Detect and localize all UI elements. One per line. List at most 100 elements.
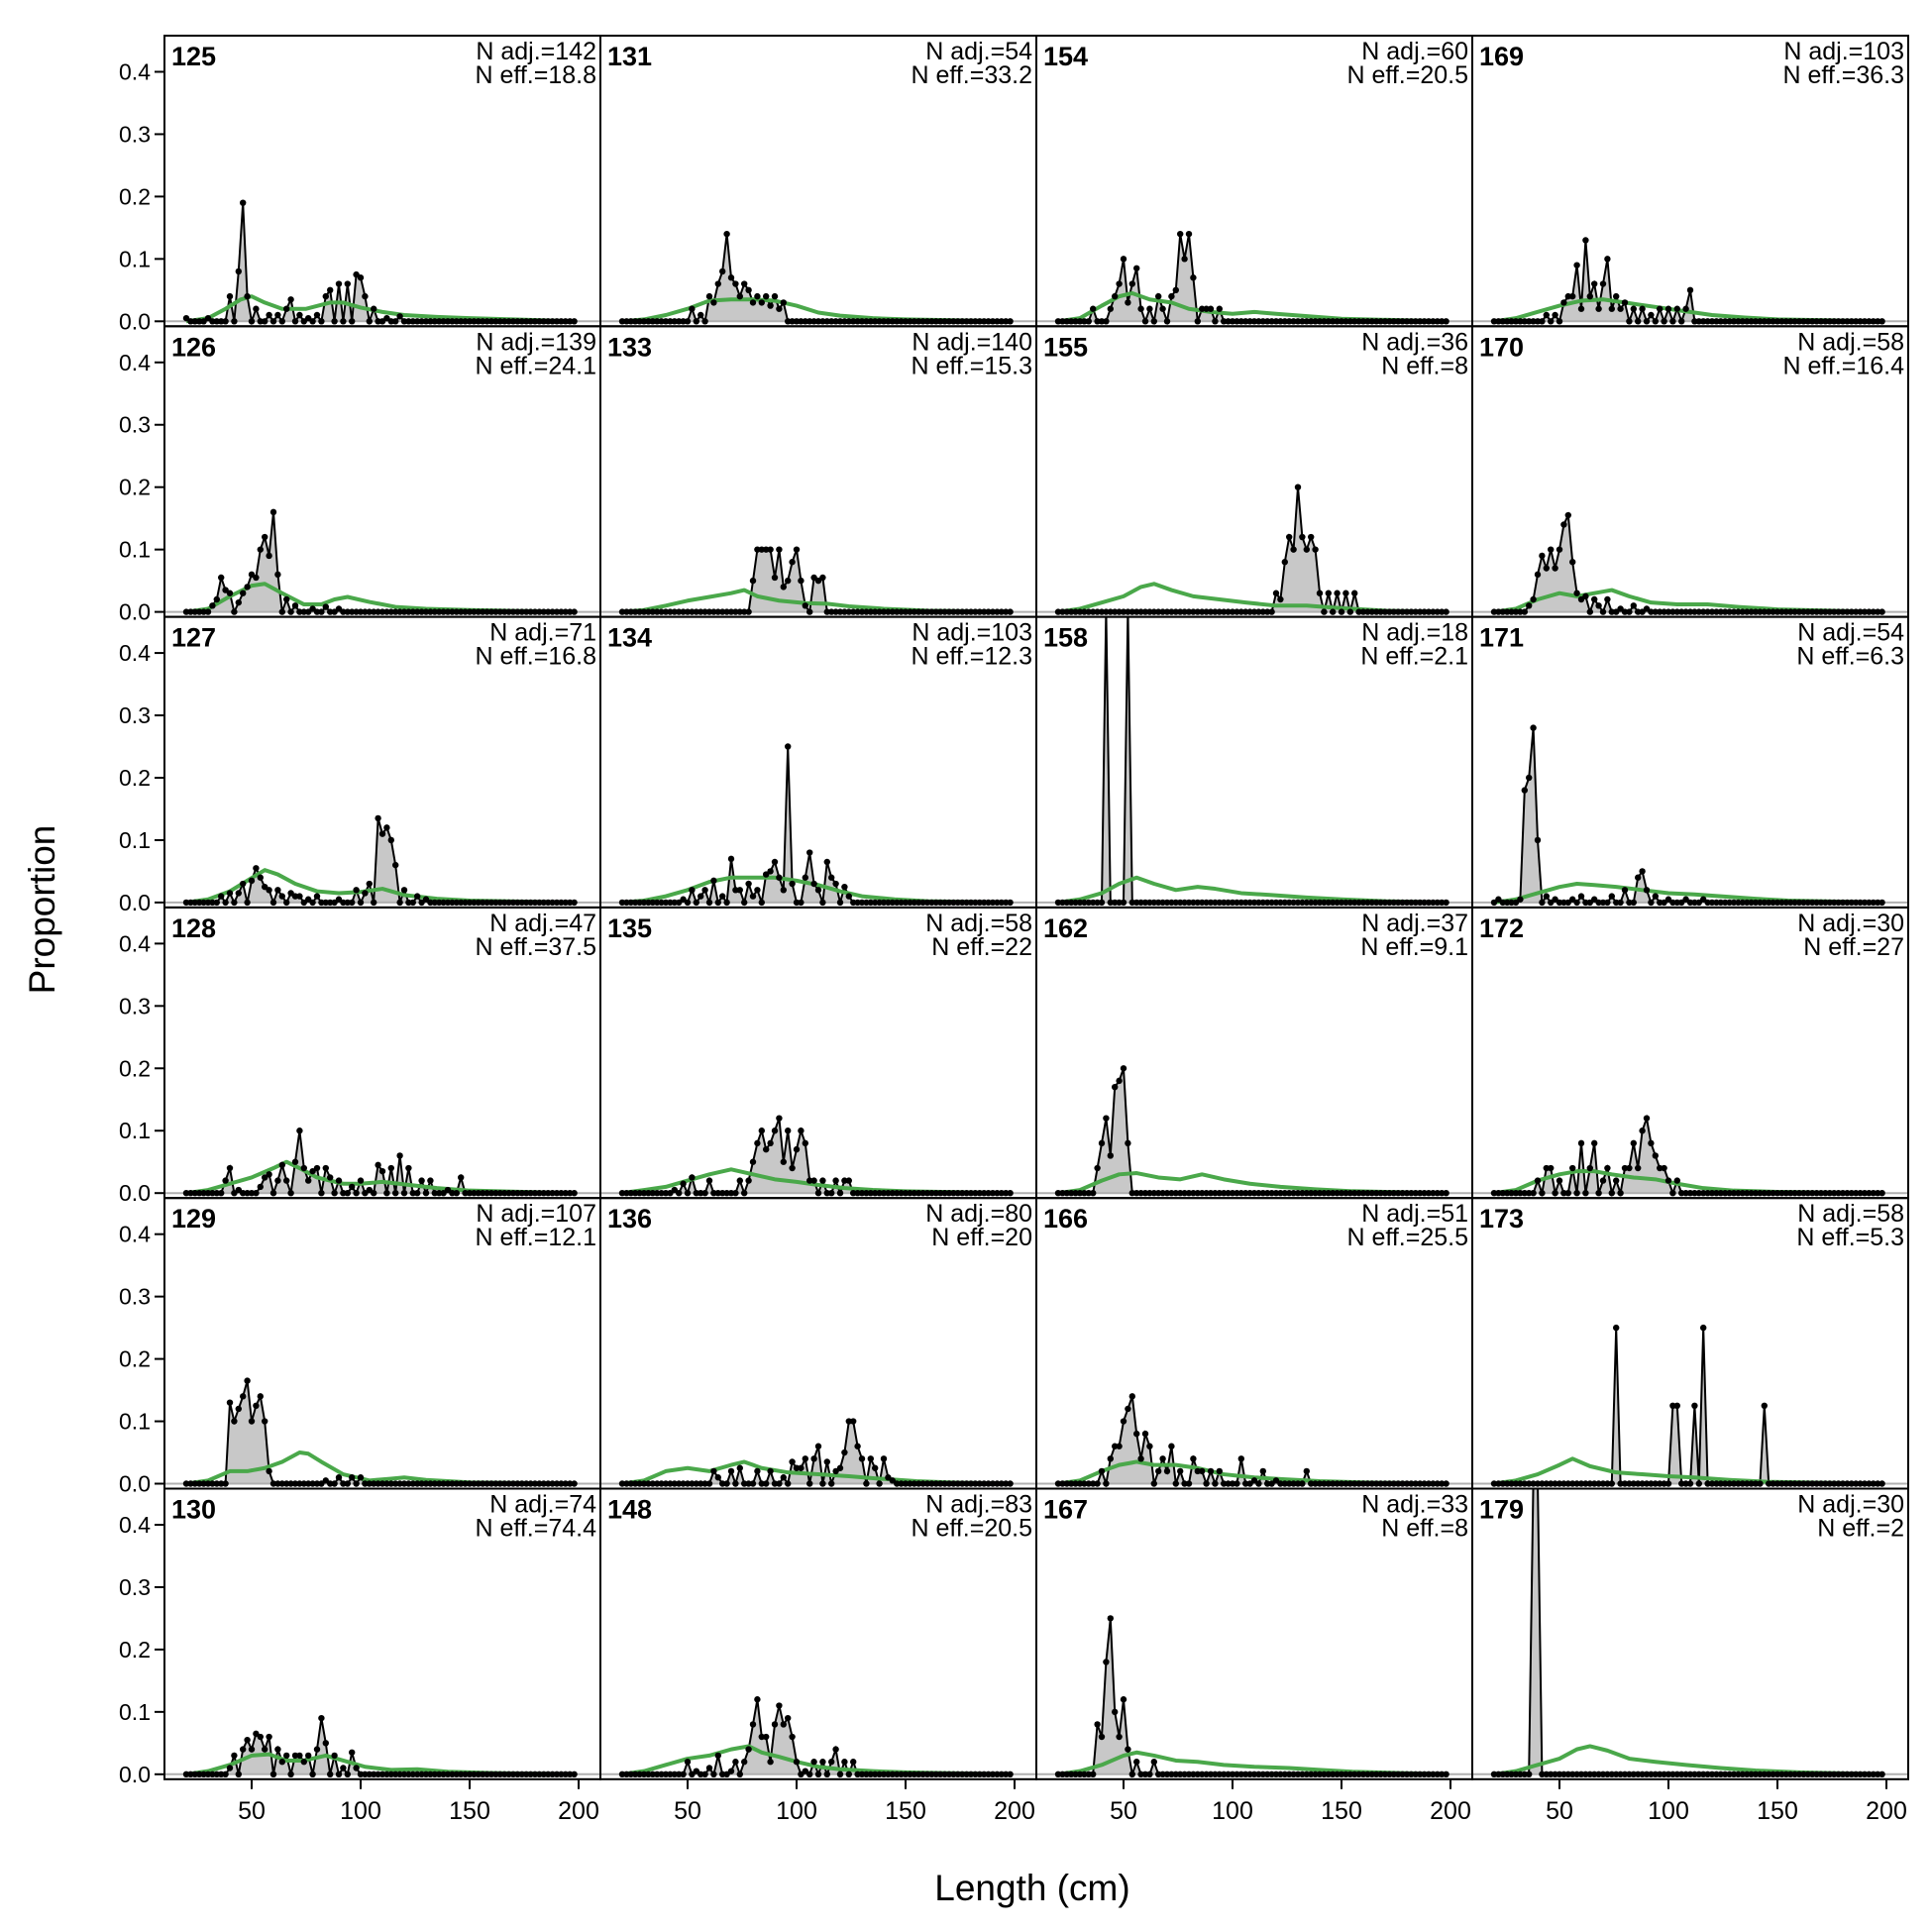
observed-point <box>1564 1771 1572 1778</box>
observed-point <box>1090 899 1097 907</box>
observed-point <box>1342 318 1349 325</box>
observed-point <box>863 1190 870 1197</box>
observed-point <box>496 899 503 907</box>
observed-point <box>1813 899 1820 907</box>
observed-point <box>313 893 321 900</box>
observed-point <box>1395 899 1402 907</box>
observed-point <box>1395 318 1402 325</box>
expected-line <box>185 1450 575 1486</box>
observed-point <box>1286 1771 1293 1778</box>
observed-point <box>710 1467 717 1475</box>
observed-point <box>496 1480 503 1487</box>
panel-id-label: 167 <box>1043 1495 1088 1525</box>
observed-point <box>941 1190 948 1197</box>
y-tick-label: 0.4 <box>119 58 151 84</box>
observed-point <box>1826 1480 1834 1487</box>
observed-point <box>1250 1771 1258 1778</box>
observed-point <box>780 1474 787 1481</box>
observed-point <box>1439 1480 1446 1487</box>
observed-point <box>828 608 835 615</box>
observed-point <box>335 1474 343 1481</box>
observed-point <box>806 608 813 615</box>
observed-point <box>981 608 988 615</box>
observed-point <box>209 1480 216 1487</box>
observed-point <box>540 899 547 907</box>
observed-point <box>758 1127 765 1134</box>
observed-point <box>937 1771 944 1778</box>
observed-point <box>950 318 957 325</box>
panel-id-label: 162 <box>1043 913 1088 943</box>
observed-point <box>693 608 699 615</box>
expected-line <box>185 294 575 324</box>
observed-point <box>1521 1190 1529 1197</box>
n-adj-label: N adj.=139 <box>476 328 596 356</box>
observed-point <box>344 608 351 615</box>
observed-point <box>981 899 988 907</box>
observed-point <box>1556 1480 1563 1487</box>
observed-point <box>889 899 896 907</box>
observed-point <box>1408 1480 1415 1487</box>
n-eff-label: N eff.=15.3 <box>911 352 1032 379</box>
observed-point <box>1150 608 1158 615</box>
observed-point <box>1691 1402 1698 1410</box>
observed-point <box>378 1480 386 1487</box>
observed-point <box>414 1190 421 1197</box>
observed-point <box>1059 1480 1066 1487</box>
observed-point <box>1678 1190 1685 1197</box>
panel-frame <box>1471 1487 1909 1780</box>
observed-point <box>928 608 935 615</box>
observed-point <box>693 899 699 907</box>
observed-point <box>767 546 774 553</box>
observed-point <box>967 318 975 325</box>
observed-point <box>1822 608 1829 615</box>
observed-point <box>1778 899 1785 907</box>
observed-point <box>309 318 316 325</box>
observed-point <box>505 1190 512 1197</box>
n-eff-label: N eff.=20 <box>931 1224 1032 1251</box>
observed-point <box>1443 318 1449 325</box>
observed-point <box>244 292 251 300</box>
observed-point <box>266 311 272 319</box>
observed-point <box>1826 608 1834 615</box>
observed-point <box>1560 1190 1567 1197</box>
observed-point <box>937 318 944 325</box>
observed-point <box>1150 1759 1158 1766</box>
observed-point <box>1430 608 1437 615</box>
observed-point <box>1539 318 1546 325</box>
observed-point <box>1800 318 1807 325</box>
n-adj-label: N adj.=71 <box>489 619 596 647</box>
observed-point <box>422 1771 430 1778</box>
observed-point <box>1669 1771 1676 1778</box>
observed-point <box>1591 1771 1598 1778</box>
observed-point <box>1499 1190 1507 1197</box>
observed-point <box>518 1190 525 1197</box>
observed-point <box>854 608 861 615</box>
panel-id-label: 125 <box>171 42 216 71</box>
observed-point <box>536 318 543 325</box>
observed-point <box>1878 318 1885 325</box>
observed-point <box>1172 899 1180 907</box>
observed-point <box>1539 1771 1546 1778</box>
observed-point <box>1577 1139 1585 1147</box>
observed-point <box>1490 608 1498 615</box>
observed-point <box>240 880 247 888</box>
observed-point <box>1181 1771 1188 1778</box>
observed-point <box>366 1771 373 1778</box>
observed-point <box>1312 1480 1319 1487</box>
observed-point <box>1133 899 1140 907</box>
observed-point <box>1643 1115 1651 1122</box>
observed-point <box>1159 1771 1166 1778</box>
y-tick-label: 0.0 <box>119 1180 151 1206</box>
observed-point <box>1795 1771 1803 1778</box>
observed-point <box>1826 318 1834 325</box>
observed-point <box>422 608 430 615</box>
n-adj-label: N adj.=103 <box>912 619 1032 647</box>
observed-point <box>698 608 704 615</box>
observed-point <box>1338 1771 1345 1778</box>
observed-point <box>959 318 966 325</box>
observed-point <box>1364 608 1371 615</box>
observed-point <box>462 1190 469 1197</box>
observed-point <box>780 299 787 306</box>
observed-point <box>349 1749 356 1756</box>
observed-point <box>1430 318 1437 325</box>
